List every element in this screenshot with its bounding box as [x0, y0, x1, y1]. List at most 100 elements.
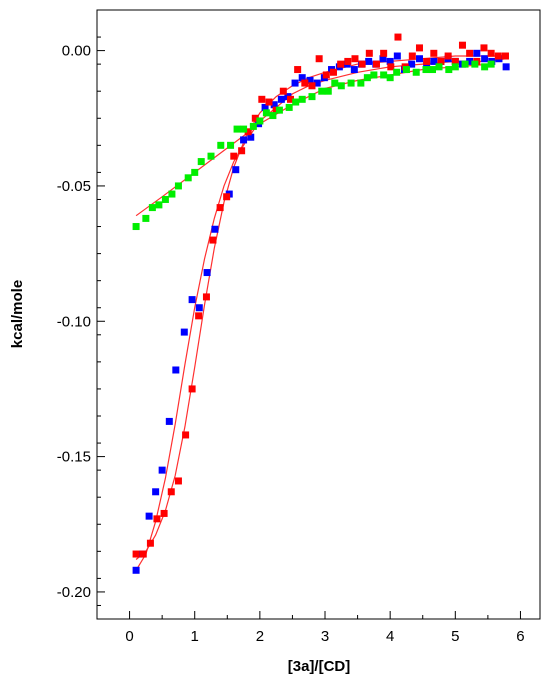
- data-point: [195, 312, 203, 320]
- data-point: [279, 87, 287, 95]
- x-tick-label: 2: [256, 628, 264, 645]
- data-point: [191, 168, 199, 176]
- data-point: [207, 152, 215, 160]
- data-point: [408, 52, 416, 60]
- data-point: [270, 101, 278, 109]
- data-point: [415, 55, 423, 63]
- data-point: [394, 33, 402, 41]
- data-point: [435, 63, 443, 71]
- data-point: [337, 60, 345, 68]
- data-point: [386, 74, 394, 82]
- data-point: [344, 57, 352, 65]
- data-point: [238, 147, 246, 155]
- data-point: [298, 95, 306, 103]
- data-point: [142, 214, 150, 222]
- data-point: [188, 385, 196, 393]
- data-point: [313, 79, 321, 87]
- data-point: [227, 141, 235, 149]
- data-point: [357, 79, 365, 87]
- data-point: [161, 195, 169, 203]
- data-point: [408, 60, 416, 68]
- data-point: [380, 71, 388, 79]
- data-point: [249, 122, 257, 130]
- data-point: [393, 52, 401, 60]
- data-point: [372, 60, 380, 68]
- data-point: [258, 95, 266, 103]
- data-point: [168, 190, 176, 198]
- data-point: [502, 63, 510, 71]
- data-point: [412, 68, 420, 76]
- data-points: [132, 33, 510, 574]
- data-point: [223, 193, 231, 201]
- data-point: [487, 49, 495, 57]
- data-point: [315, 55, 323, 63]
- data-point: [165, 417, 173, 425]
- data-point: [451, 63, 459, 71]
- x-tick-label: 5: [451, 628, 459, 645]
- data-point: [387, 63, 395, 71]
- data-point: [430, 49, 438, 57]
- data-point: [501, 52, 509, 60]
- data-point: [152, 488, 160, 496]
- y-tick-label: -0.15: [57, 449, 91, 466]
- data-point: [363, 74, 371, 82]
- data-point: [480, 44, 488, 52]
- data-point: [337, 82, 345, 90]
- data-point: [324, 87, 332, 95]
- data-point: [292, 98, 300, 106]
- data-point: [184, 174, 192, 182]
- data-point: [458, 41, 466, 49]
- y-tick-label: 0.00: [62, 43, 91, 60]
- data-point: [347, 79, 355, 87]
- axes: 0 1 2 3 4 5 6 0.00 -0.05 -0.10 -0.15 -0.20: [57, 9, 525, 645]
- data-point: [358, 60, 366, 68]
- data-point: [216, 204, 224, 212]
- fit-curve: [135, 58, 507, 571]
- data-point: [445, 66, 453, 74]
- data-point: [331, 79, 339, 87]
- data-point: [209, 236, 217, 244]
- data-point: [422, 66, 430, 74]
- data-point: [240, 136, 248, 144]
- data-point: [487, 60, 495, 68]
- y-tick-label: -0.10: [57, 313, 91, 330]
- data-point: [437, 57, 445, 65]
- data-point: [329, 68, 337, 76]
- data-point: [301, 79, 309, 87]
- data-point: [256, 117, 264, 125]
- data-point: [232, 166, 240, 174]
- data-point: [247, 133, 255, 141]
- data-point: [402, 66, 410, 74]
- data-point: [155, 201, 163, 209]
- x-tick-label: 1: [191, 628, 199, 645]
- data-point: [415, 44, 423, 52]
- data-point: [285, 103, 293, 111]
- x-axis-label: [3a]/[CD]: [288, 658, 351, 675]
- data-point: [139, 550, 147, 558]
- data-point: [182, 431, 190, 439]
- data-point: [275, 106, 283, 114]
- data-point: [240, 125, 248, 133]
- data-point: [132, 566, 140, 574]
- data-point: [269, 112, 277, 120]
- data-point: [262, 109, 270, 117]
- data-point: [180, 328, 188, 336]
- data-point: [461, 60, 469, 68]
- data-point: [466, 57, 474, 65]
- data-point: [306, 76, 314, 84]
- data-point: [481, 63, 489, 71]
- data-point: [160, 509, 168, 517]
- data-point: [132, 223, 140, 231]
- data-point: [294, 66, 302, 74]
- data-point: [473, 49, 481, 57]
- data-point: [286, 95, 294, 103]
- fit-curve: [135, 55, 506, 560]
- data-point: [244, 128, 252, 136]
- data-point: [158, 466, 166, 474]
- fit-curves: [135, 55, 507, 571]
- data-point: [451, 57, 459, 65]
- data-point: [350, 66, 358, 74]
- data-point: [261, 103, 269, 111]
- data-point: [379, 55, 387, 63]
